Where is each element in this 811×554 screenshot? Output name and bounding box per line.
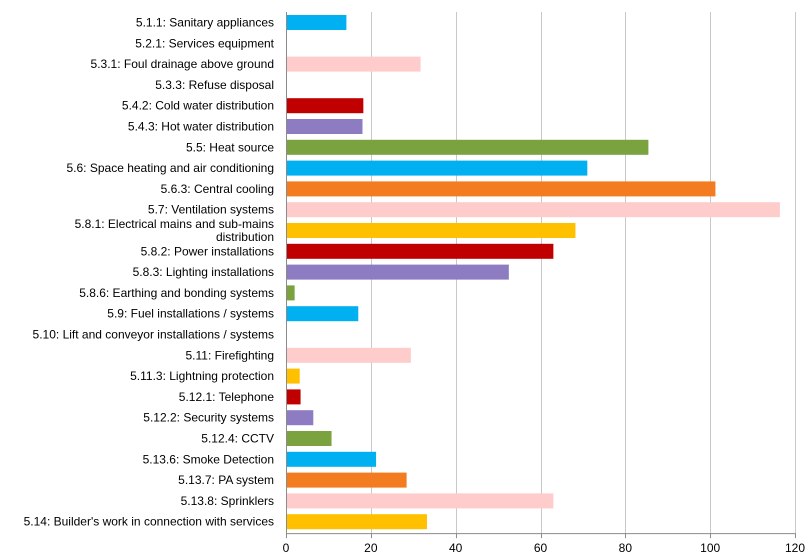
bar: [287, 472, 407, 488]
category-label: 5.8.1: Electrical mains and sub-mains dis…: [75, 217, 274, 244]
category-label: 5.8.3: Lighting installations: [133, 265, 274, 279]
category-label: 5.13.6: Smoke Detection: [143, 452, 274, 466]
category-label: 5.2.1: Services equipment: [135, 36, 274, 50]
category-labels: 5.1.1: Sanitary appliances 5.2.1: Service…: [24, 16, 275, 529]
bar: [287, 223, 576, 238]
category-label: 5.3.3: Refuse disposal: [155, 78, 274, 92]
x-tick-label: 60: [534, 541, 548, 554]
category-label: 5.12.2: Security systems: [143, 411, 274, 425]
bar: [287, 306, 359, 322]
bar: [287, 160, 588, 176]
category-label: 5.8.6: Earthing and bonding systems: [79, 286, 274, 300]
category-label: 5.13.7: PA system: [178, 473, 274, 487]
category-label: 5.7: Ventilation systems: [148, 203, 274, 217]
x-tick-label: 80: [619, 541, 633, 554]
category-label: 5.10: Lift and conveyor installations / …: [33, 328, 274, 342]
category-label: 5.11: Firefighting: [186, 348, 275, 362]
bar: [287, 368, 300, 384]
bar: [287, 389, 301, 405]
axes: [286, 12, 796, 539]
x-tick-label: 0: [283, 541, 290, 554]
category-label: 5.13.8: Sprinklers: [181, 494, 274, 508]
bar: [287, 181, 716, 197]
bar: [287, 410, 314, 426]
bar: [287, 493, 554, 509]
x-tick-labels: 0 20 40 60 80 100 120: [283, 541, 806, 554]
bar: [287, 264, 509, 280]
bar: [287, 285, 295, 301]
category-label: 5.9: Fuel installations / systems: [107, 307, 274, 321]
category-label: 5.14: Builder's work in connection with …: [24, 515, 274, 529]
x-tick-label: 40: [449, 541, 463, 554]
category-label: 5.6.3: Central cooling: [161, 182, 274, 196]
category-label: 5.5: Heat source: [186, 140, 274, 154]
category-label: 5.1.1: Sanitary appliances: [136, 16, 274, 30]
category-label: 5.3.1: Foul drainage above ground: [91, 57, 274, 71]
bar: [287, 431, 332, 446]
category-label: 5.6: Space heating and air conditioning: [67, 161, 275, 175]
bar: [287, 119, 363, 134]
bar: [287, 56, 421, 72]
category-label: 5.12.1: Telephone: [179, 390, 275, 404]
bar: [287, 514, 427, 530]
category-label: 5.12.4: CCTV: [201, 432, 274, 446]
bars: [287, 15, 780, 530]
bar: [287, 347, 411, 363]
bar: [287, 15, 347, 30]
category-label: 5.4.3: Hot water distribution: [128, 120, 274, 134]
bar: [287, 98, 364, 114]
x-tick-label: 20: [364, 541, 378, 554]
bar: [287, 451, 377, 467]
category-label: 5.11.3: Lightning protection: [130, 369, 274, 383]
category-label: 5.8.2: Power installations: [141, 244, 274, 258]
bar: [287, 139, 649, 155]
x-tick-label: 120: [785, 541, 805, 554]
gridlines: [371, 12, 796, 534]
bar: [287, 202, 780, 218]
x-tick-label: 100: [700, 541, 720, 554]
category-label: 5.4.2: Cold water distribution: [122, 99, 274, 113]
bar: [287, 243, 554, 259]
